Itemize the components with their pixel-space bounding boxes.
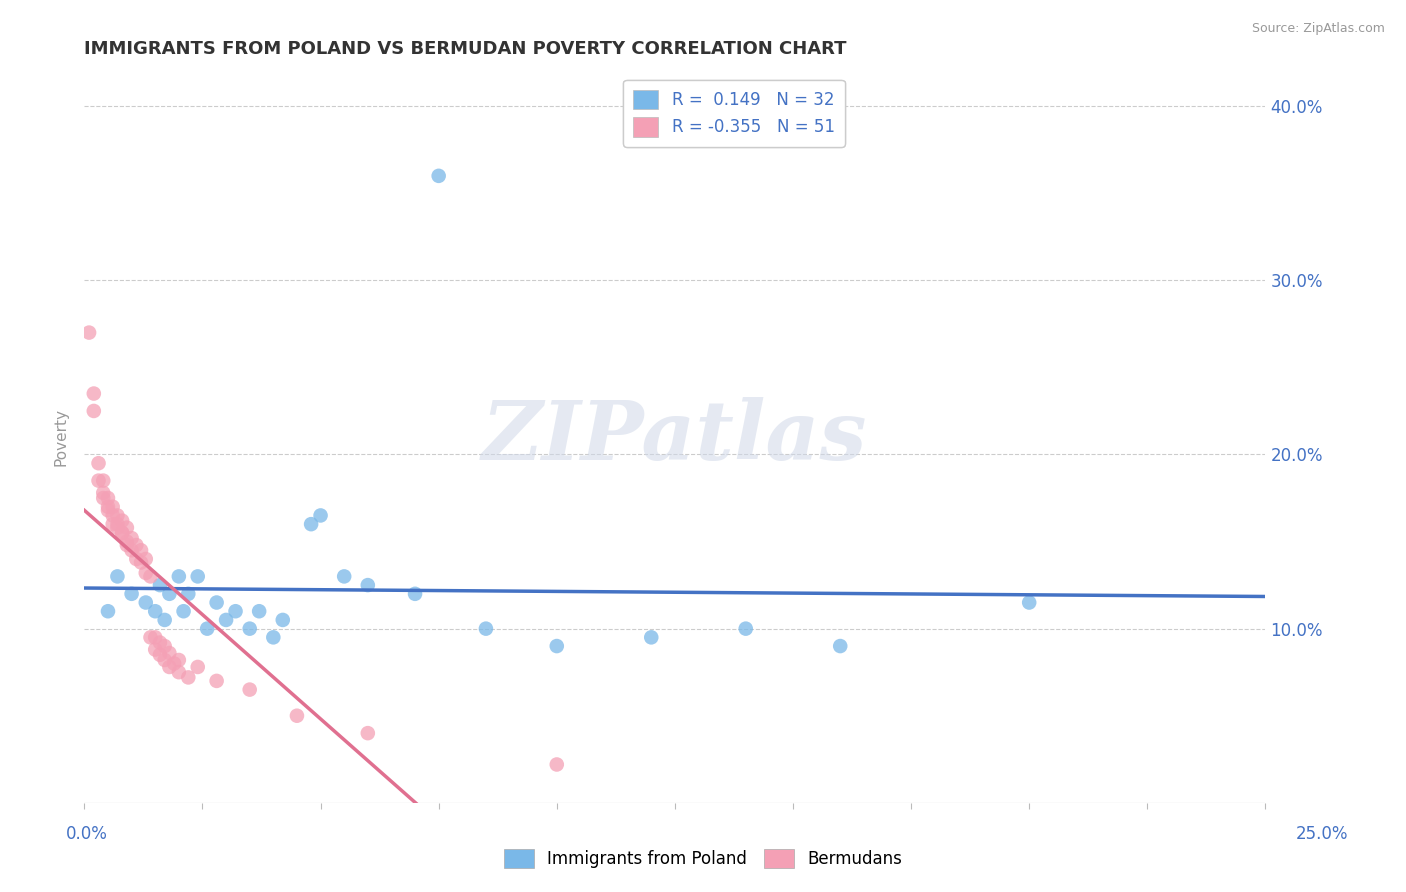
Point [115,538,138,552]
Point [262,631,284,645]
Point [111,514,134,528]
Point [546,757,568,772]
Point [91,491,114,505]
Point [163,657,186,671]
Point [167,665,190,680]
Point [173,604,195,618]
Point [333,569,356,583]
Point [225,604,247,618]
Point [135,552,157,566]
Point [97,491,120,505]
Text: IMMIGRANTS FROM POLAND VS BERMUDAN POVERTY CORRELATION CHART: IMMIGRANTS FROM POLAND VS BERMUDAN POVER… [84,40,846,58]
Y-axis label: Poverty: Poverty [53,408,69,467]
Point [107,517,129,532]
Point [285,708,308,723]
Point [247,604,270,618]
Point [111,525,134,540]
Point [77,326,100,340]
Point [107,569,129,583]
Point [427,169,450,183]
Point [157,660,180,674]
Point [167,569,190,583]
Point [157,646,180,660]
Point [129,543,152,558]
Point [309,508,332,523]
Point [153,639,176,653]
Point [143,631,166,645]
Point [135,595,157,609]
Point [107,521,129,535]
Point [640,631,662,645]
Point [195,622,218,636]
Point [121,531,143,545]
Point [205,673,228,688]
Point [139,631,162,645]
Point [97,503,120,517]
Point [97,500,120,514]
Point [125,552,148,566]
Text: 25.0%: 25.0% [1295,825,1348,843]
Point [129,556,152,570]
Point [91,485,114,500]
Legend: Immigrants from Poland, Bermudans: Immigrants from Poland, Bermudans [498,842,908,875]
Point [177,670,200,684]
Point [87,474,110,488]
Point [546,639,568,653]
Point [157,587,180,601]
Point [139,569,162,583]
Point [143,604,166,618]
Point [125,538,148,552]
Point [404,587,426,601]
Point [143,642,166,657]
Point [97,604,120,618]
Point [87,456,110,470]
Point [357,578,380,592]
Point [149,648,172,662]
Point [299,517,322,532]
Point [115,521,138,535]
Text: Source: ZipAtlas.com: Source: ZipAtlas.com [1251,22,1385,36]
Point [830,639,852,653]
Point [91,474,114,488]
Point [1018,595,1040,609]
Point [121,587,143,601]
Point [135,566,157,580]
Text: ZIPatlas: ZIPatlas [482,397,868,477]
Point [177,587,200,601]
Point [239,682,262,697]
Point [115,534,138,549]
Point [107,508,129,523]
Point [475,622,498,636]
Text: 0.0%: 0.0% [66,825,108,843]
Point [121,543,143,558]
Point [149,578,172,592]
Point [83,404,105,418]
Point [187,569,209,583]
Point [271,613,294,627]
Point [111,525,134,540]
Point [205,595,228,609]
Point [83,386,105,401]
Point [153,653,176,667]
Point [101,517,124,532]
Legend: R =  0.149   N = 32, R = -0.355   N = 51: R = 0.149 N = 32, R = -0.355 N = 51 [623,79,845,146]
Point [153,613,176,627]
Point [101,508,124,523]
Point [239,622,262,636]
Point [167,653,190,667]
Point [215,613,238,627]
Point [357,726,380,740]
Point [734,622,756,636]
Point [101,500,124,514]
Point [149,635,172,649]
Point [187,660,209,674]
